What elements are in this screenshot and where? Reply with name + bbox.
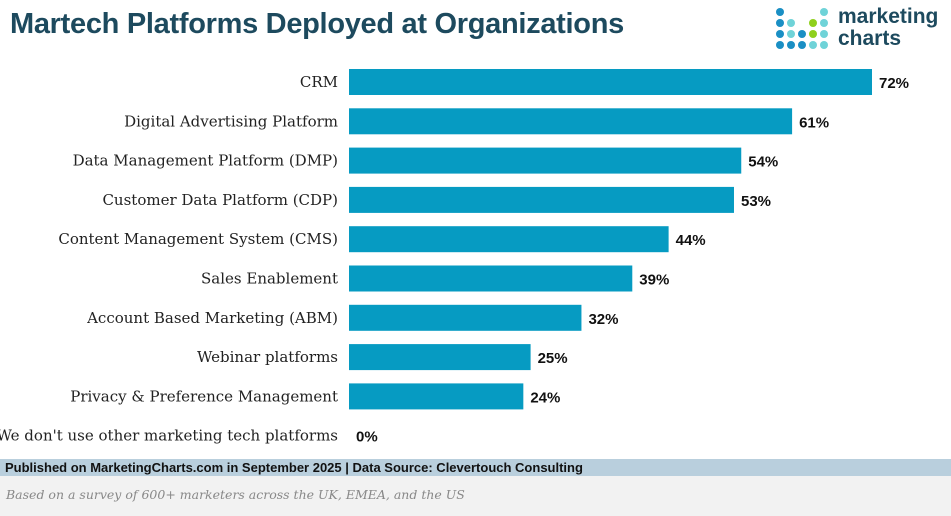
value-label: 25% [538, 350, 568, 367]
logo-dot [798, 41, 806, 49]
value-label: 72% [879, 75, 909, 92]
logo-dot [820, 8, 828, 16]
category-label: Data Management Platform (DMP) [73, 152, 338, 170]
marketingcharts-logo-icon [776, 8, 828, 49]
bar [349, 226, 669, 253]
category-label: Privacy & Preference Management [70, 387, 338, 405]
value-label: 61% [799, 114, 829, 131]
value-label: 39% [639, 272, 669, 289]
bar [349, 147, 742, 174]
logo-dot [787, 19, 795, 27]
value-label: 24% [530, 389, 560, 406]
logo-dot [798, 30, 806, 38]
category-label: Digital Advertising Platform [124, 112, 338, 130]
logo-dot [820, 41, 828, 49]
bar [349, 383, 524, 410]
published-source: Published on MarketingCharts.com in Sept… [0, 459, 951, 476]
logo-dot [776, 30, 784, 38]
bar [349, 344, 531, 371]
logo-dot [787, 30, 795, 38]
category-label: Customer Data Platform (CDP) [102, 191, 338, 209]
value-label: 44% [676, 232, 706, 249]
logo-dot [820, 30, 828, 38]
category-label: Account Based Marketing (ABM) [86, 309, 338, 327]
bar [349, 186, 734, 213]
logo-dot [809, 30, 817, 38]
bar-chart: CRM 72% Digital Advertising Platform 61% Dat… [0, 69, 909, 446]
category-label: CRM [300, 73, 338, 91]
logo-dot [809, 19, 817, 27]
bar [349, 265, 633, 292]
logo-dot [787, 41, 795, 49]
logo-dot [776, 8, 784, 16]
logo-dot [820, 19, 828, 27]
logo-dot [776, 19, 784, 27]
category-label: Sales Enablement [201, 270, 338, 288]
bar [349, 304, 582, 331]
logo-line1: marketing [838, 5, 939, 28]
logo-line2: charts [838, 27, 902, 50]
bar [349, 69, 872, 95]
value-label: 0% [356, 429, 378, 446]
value-label: 53% [741, 193, 771, 210]
logo-text: marketing charts [838, 6, 938, 50]
category-label: We don't use other marketing tech platfo… [0, 427, 338, 445]
value-label: 32% [588, 311, 618, 328]
survey-note: Based on a survey of 600+ marketers acro… [0, 476, 951, 516]
logo-dot [776, 41, 784, 49]
category-label: Webinar platforms [197, 348, 338, 366]
category-label: Content Management System (CMS) [58, 230, 338, 248]
chart-title: Martech Platforms Deployed at Organizati… [10, 8, 624, 40]
logo-dot [809, 41, 817, 49]
value-label: 54% [748, 154, 778, 171]
bar [349, 108, 793, 135]
